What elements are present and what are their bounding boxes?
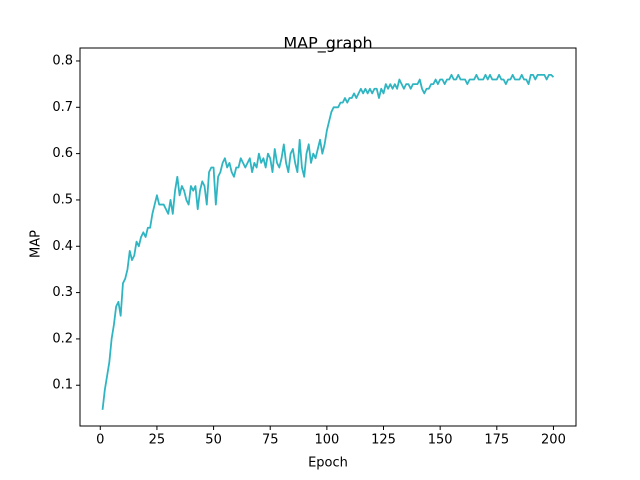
y-tick-label: 0.5 xyxy=(52,192,73,207)
y-tick-label: 0.2 xyxy=(52,331,73,346)
data-line xyxy=(101,73,555,410)
y-tick-label: 0.8 xyxy=(52,53,73,68)
x-tick-label: 125 xyxy=(371,433,396,448)
x-axis-label: Epoch xyxy=(308,456,348,471)
y-tick-label: 0.3 xyxy=(52,285,73,300)
y-tick-label: 0.1 xyxy=(52,378,73,393)
x-tick-label: 25 xyxy=(149,433,166,448)
chart-title: MAP_graph xyxy=(283,34,372,54)
y-tick-label: 0.7 xyxy=(52,100,73,115)
x-tick-label: 150 xyxy=(428,433,453,448)
x-tick-label: 50 xyxy=(205,433,222,448)
y-tick-label: 0.4 xyxy=(52,239,73,254)
x-tick-label: 200 xyxy=(541,433,566,448)
y-axis-label: MAP xyxy=(29,230,44,258)
y-tick-label: 0.6 xyxy=(52,146,73,161)
x-tick-label: 175 xyxy=(484,433,509,448)
x-tick-label: 100 xyxy=(314,433,339,448)
x-tick-label: 0 xyxy=(96,433,104,448)
plot-frame xyxy=(79,47,577,427)
x-tick-label: 75 xyxy=(262,433,279,448)
